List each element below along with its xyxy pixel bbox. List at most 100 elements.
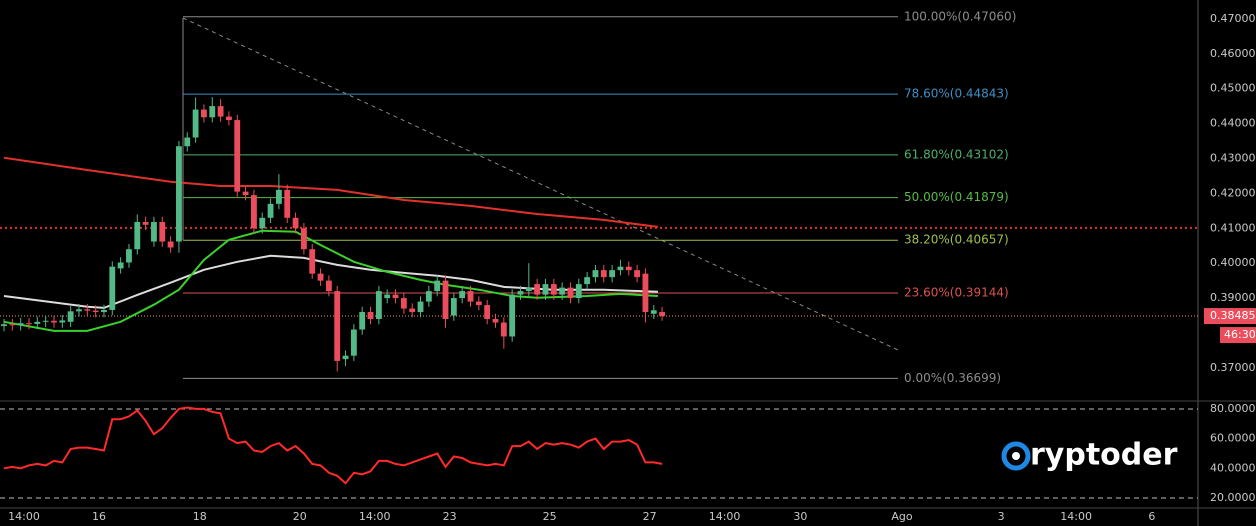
candle-body — [434, 280, 441, 292]
logo-text: ryptoder — [1030, 438, 1178, 473]
candle-body — [517, 291, 524, 295]
candle-body — [550, 284, 557, 295]
candle-body — [226, 116, 232, 121]
candle-body — [617, 266, 624, 271]
x-tick-label: 16 — [92, 510, 106, 523]
fib-label: 23.60%(0.39144) — [904, 286, 1009, 300]
y-tick-label: 0.42000 — [1210, 186, 1256, 199]
x-tick-label: 25 — [543, 510, 557, 523]
candle-body — [250, 195, 257, 229]
fib-label: 61.80%(0.43102) — [904, 147, 1009, 161]
candle-body — [267, 203, 274, 218]
candle-body — [201, 109, 207, 118]
candle-body — [475, 301, 482, 306]
fib-label: 38.20%(0.40657) — [904, 233, 1009, 247]
candle-body — [459, 291, 466, 299]
candle-body — [309, 249, 316, 274]
candle-body — [284, 189, 291, 218]
candle-body — [384, 294, 391, 299]
candle-body — [26, 323, 32, 325]
y-tick-label: 0.46000 — [1210, 47, 1256, 60]
candle-body — [317, 273, 324, 281]
logo-icon-dot — [1012, 452, 1020, 460]
moving-average — [3, 229, 658, 332]
candle-body — [17, 323, 24, 326]
y-tick-label: 0.45000 — [1210, 82, 1256, 95]
candle-body — [575, 284, 582, 299]
y-tick-label: 60.0000 — [1210, 432, 1256, 445]
x-tick-label: 14:00 — [8, 510, 40, 523]
candle-body — [367, 312, 374, 320]
y-tick-label: 80.0000 — [1210, 402, 1256, 415]
candle-body — [275, 189, 282, 204]
candle-body — [650, 310, 657, 314]
candle-body — [126, 249, 132, 263]
y-tick-label: 20.0000 — [1210, 491, 1256, 504]
x-tick-label: 18 — [193, 510, 207, 523]
x-tick-label: 23 — [443, 510, 457, 523]
y-tick-label: 0.39000 — [1210, 291, 1256, 304]
candle-body — [559, 287, 566, 295]
candle-body — [600, 270, 607, 278]
candle-body — [51, 320, 57, 323]
fib-label: 100.00%(0.47060) — [904, 9, 1016, 23]
y-tick-label: 0.37000 — [1210, 361, 1256, 374]
candle-body — [59, 320, 66, 323]
candle-body — [292, 217, 299, 229]
candle-body — [217, 106, 224, 117]
candle-body — [9, 324, 16, 326]
candle-body — [342, 355, 349, 360]
moving-average — [3, 156, 659, 228]
fib-trend-line — [182, 17, 899, 351]
candle-body — [534, 284, 541, 295]
candle-body — [334, 291, 341, 361]
x-tick-label: 14:00 — [709, 510, 741, 523]
candle-body — [417, 301, 424, 313]
candle-body — [259, 217, 266, 229]
candle-body — [84, 309, 91, 311]
fib-label: 78.60%(0.44843) — [904, 87, 1009, 101]
candle-body — [542, 284, 549, 295]
x-tick-label: Ago — [891, 510, 913, 523]
candle-body — [350, 329, 357, 356]
candle-body — [117, 262, 124, 269]
candle-body — [134, 221, 141, 250]
y-tick-label: 0.44000 — [1210, 117, 1256, 130]
candle-body — [151, 221, 157, 242]
candle-body — [92, 310, 99, 313]
countdown-tag — [1220, 327, 1256, 344]
candle-body — [659, 312, 666, 316]
candle-body — [159, 221, 166, 242]
candle-body — [167, 241, 174, 248]
candle-body — [184, 137, 191, 147]
candle-body — [567, 287, 574, 299]
candle-body — [492, 319, 499, 323]
candle-body — [142, 221, 149, 225]
candle-body — [76, 309, 82, 312]
last-price-tag — [1204, 308, 1256, 325]
candle-body — [500, 322, 507, 337]
candle-body — [359, 312, 366, 330]
rsi-line — [3, 406, 663, 485]
x-tick-label: 20 — [293, 510, 307, 523]
logo: ryptoder — [1001, 438, 1178, 473]
candle-body — [584, 277, 591, 285]
candle-body — [509, 294, 516, 337]
fib-label: 50.00%(0.41879) — [904, 190, 1009, 204]
candle-body — [375, 291, 382, 320]
candle-body — [609, 270, 616, 278]
candle-body — [1, 324, 7, 327]
candle-body — [176, 146, 182, 242]
candle-body — [634, 270, 641, 278]
candle-body — [425, 291, 432, 302]
x-tick-label: 30 — [793, 510, 807, 523]
candle-body — [209, 106, 216, 118]
candle-body — [109, 266, 116, 310]
x-tick-label: 3 — [998, 510, 1005, 523]
x-tick-label: 14:00 — [1060, 510, 1092, 523]
x-tick-label: 14:00 — [359, 510, 391, 523]
candle-body — [242, 191, 249, 196]
candle-body — [42, 320, 49, 322]
